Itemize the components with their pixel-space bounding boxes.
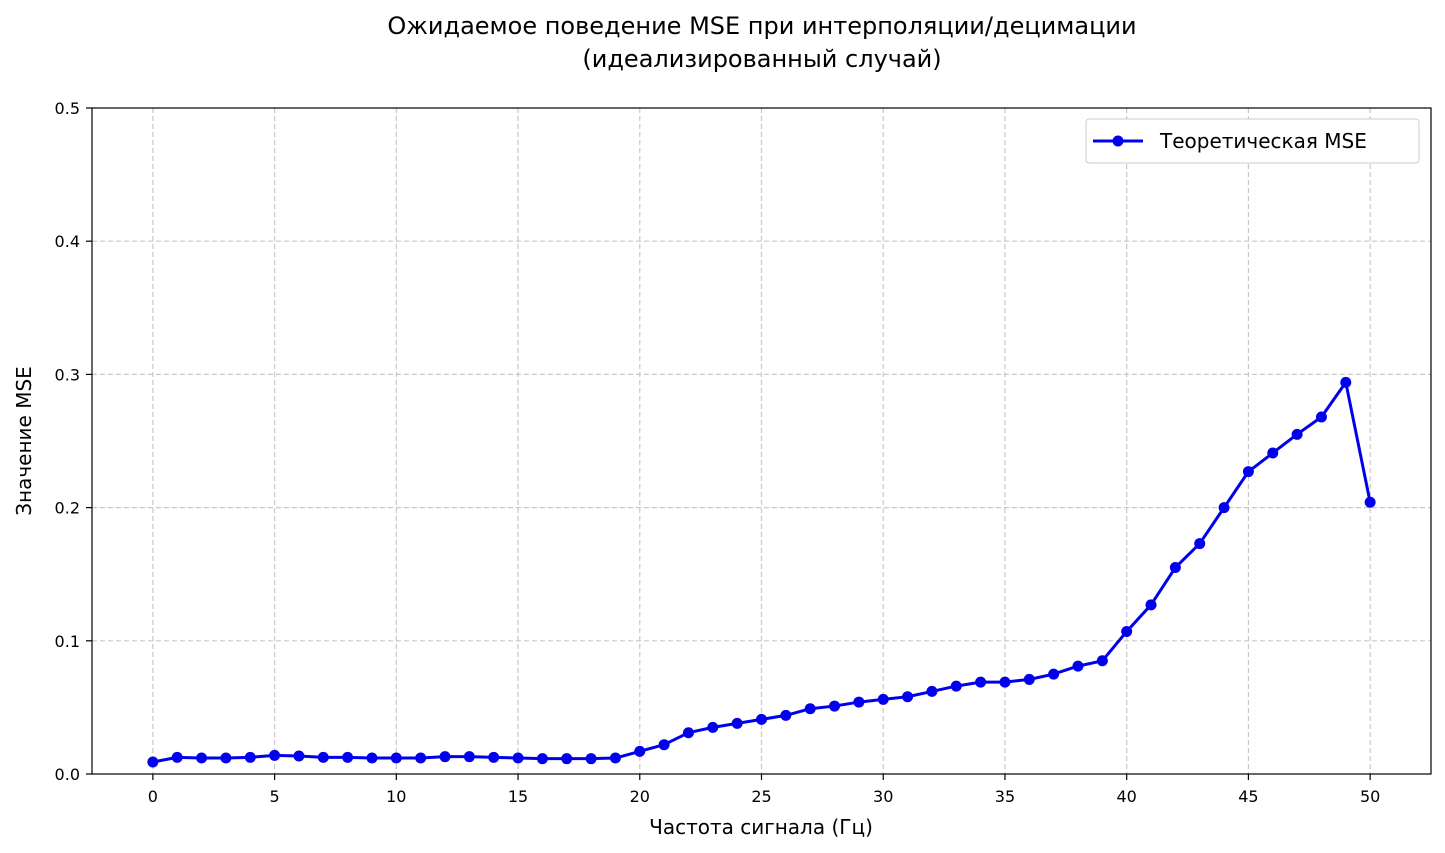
x-tick-label: 50: [1360, 787, 1380, 806]
y-tick-label: 0.0: [55, 765, 80, 784]
x-tick-label: 45: [1238, 787, 1258, 806]
legend-label: Теоретическая MSE: [1159, 129, 1367, 153]
data-point: [1291, 428, 1303, 440]
data-point: [342, 751, 354, 763]
grid: [92, 108, 1431, 774]
data-point: [1023, 673, 1035, 685]
data-point: [415, 752, 427, 764]
y-axis-label: Значение MSE: [12, 366, 36, 516]
data-point: [1145, 599, 1157, 611]
x-tick-label: 0: [148, 787, 158, 806]
data-point: [780, 709, 792, 721]
x-tick-label: 40: [1117, 787, 1137, 806]
data-point: [609, 752, 621, 764]
x-axis-label: Частота сигнала (Гц): [649, 815, 873, 839]
data-point: [682, 727, 694, 739]
data-point: [1169, 562, 1181, 574]
data-point: [756, 713, 767, 725]
data-point: [902, 691, 914, 703]
data-point: [171, 751, 183, 763]
data-point: [269, 749, 281, 761]
axis-ticks: 0 5 10 15 20 25 30 35 40 45 50 0.0 0.1 0.2 0.3 0.4 0.5: [55, 99, 1381, 806]
data-point: [731, 717, 743, 729]
data-point: [804, 703, 816, 715]
data-point: [1218, 502, 1230, 514]
data-point: [829, 700, 841, 712]
data-point: [1048, 668, 1060, 680]
data-point: [1340, 376, 1352, 388]
series-layer: [147, 376, 1376, 768]
data-point: [488, 751, 500, 763]
data-point: [463, 751, 475, 763]
y-tick-label: 0.2: [55, 499, 80, 518]
x-tick-label: 10: [386, 787, 406, 806]
legend: Теоретическая MSE: [1085, 118, 1420, 164]
data-point: [853, 696, 865, 708]
data-point: [1072, 660, 1084, 672]
data-point: [1242, 466, 1254, 478]
x-tick-label: 30: [873, 787, 893, 806]
data-point: [512, 752, 524, 764]
data-point: [220, 752, 232, 764]
data-point: [439, 751, 451, 763]
data-point: [196, 752, 208, 764]
x-tick-label: 35: [995, 787, 1015, 806]
data-point: [1194, 538, 1206, 550]
x-tick-label: 25: [751, 787, 771, 806]
data-point: [1315, 411, 1327, 423]
data-point: [390, 752, 402, 764]
data-point: [658, 739, 670, 751]
legend-marker-sample: [1112, 135, 1124, 147]
y-tick-label: 0.5: [55, 99, 80, 118]
data-point: [585, 753, 597, 765]
data-point: [1096, 655, 1108, 667]
legend-box: [1085, 118, 1420, 164]
data-point: [707, 721, 719, 733]
data-point: [1364, 496, 1376, 508]
data-point: [561, 753, 573, 765]
chart-title-line-2: (идеализированный случай): [582, 45, 941, 73]
data-point: [366, 752, 378, 764]
y-tick-label: 0.4: [55, 232, 80, 251]
data-point: [975, 676, 987, 688]
data-point: [634, 745, 646, 757]
data-point: [536, 753, 548, 765]
chart-title-line-1: Ожидаемое поведение MSE при интерполяции…: [387, 12, 1136, 40]
plot-frame: [91, 107, 1432, 775]
data-point: [926, 685, 938, 697]
data-point: [317, 751, 329, 763]
data-point: [1267, 447, 1279, 459]
y-tick-label: 0.3: [55, 365, 80, 384]
data-point: [999, 676, 1011, 688]
data-point: [1121, 625, 1133, 637]
x-tick-label: 20: [630, 787, 650, 806]
data-point: [244, 751, 256, 763]
y-tick-label: 0.1: [55, 632, 80, 651]
data-point: [950, 680, 962, 692]
data-point: [293, 750, 305, 762]
data-point: [877, 693, 889, 705]
data-point: [147, 756, 159, 768]
x-tick-label: 5: [269, 787, 279, 806]
x-tick-label: 15: [508, 787, 528, 806]
